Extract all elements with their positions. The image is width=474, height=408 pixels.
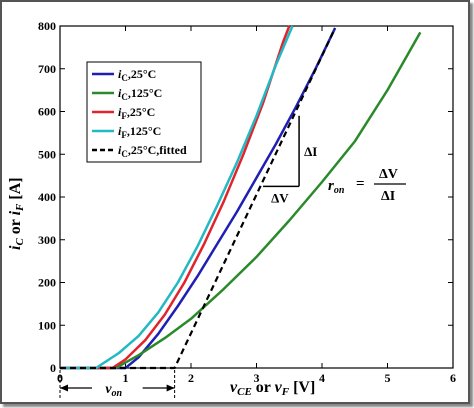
ron-formula: ron = ΔV ΔI (328, 167, 406, 204)
legend-label-3: iF,25°C (118, 105, 155, 121)
x-tick-label: 4 (319, 371, 325, 385)
ron-numerator: ΔV (379, 167, 398, 182)
x-tick-label: 3 (254, 371, 260, 385)
slope-triangle: ΔI ΔV (263, 115, 317, 205)
legend-label-5: iC,25°C,fitted (118, 143, 187, 159)
series-layer (60, 25, 422, 370)
legend-label-1: iC,25°C (118, 67, 156, 83)
x-axis-label: vCE or vF [V] (230, 379, 315, 398)
series-line-1 (60, 27, 337, 370)
y-tick-label: 500 (38, 147, 56, 161)
delta-i-label: ΔI (304, 144, 317, 159)
delta-v-label: ΔV (271, 190, 289, 205)
x-tick-label: 2 (188, 371, 194, 385)
ron-equals: = (356, 176, 365, 192)
y-tick-label: 600 (38, 105, 56, 119)
von-arrowhead-left (60, 384, 68, 392)
von-arrowhead-right (166, 384, 175, 392)
von-label: von (105, 382, 122, 399)
legend: iC,25°C iC,125°C iF,25°C iF,125°C iC,25°C,fi… (86, 61, 202, 163)
series-line-4 (60, 25, 294, 370)
x-tick-label: 1 (123, 371, 129, 385)
series-line-2 (60, 31, 422, 370)
y-axis-label: iC or iF [A] (7, 177, 26, 250)
legend-label-2: iC,125°C (118, 86, 162, 102)
y-tick-label: 200 (38, 276, 56, 290)
von-annotation: von (59, 370, 176, 399)
x-tick-label: 5 (385, 371, 391, 385)
y-tick-label: 700 (38, 62, 56, 76)
y-tick-label: 800 (38, 19, 56, 33)
legend-label-4: iF,125°C (118, 124, 161, 140)
ron-denominator: ΔI (381, 189, 395, 204)
y-tick-label: 300 (38, 233, 56, 247)
series-line-5 (60, 27, 337, 370)
y-tick-label: 0 (50, 361, 56, 375)
y-tick-label: 100 (38, 318, 56, 332)
axis-ticks (59, 25, 454, 369)
ron-symbol: ron (328, 178, 345, 196)
x-tick-label: 6 (450, 371, 456, 385)
y-tick-label: 400 (38, 190, 56, 204)
